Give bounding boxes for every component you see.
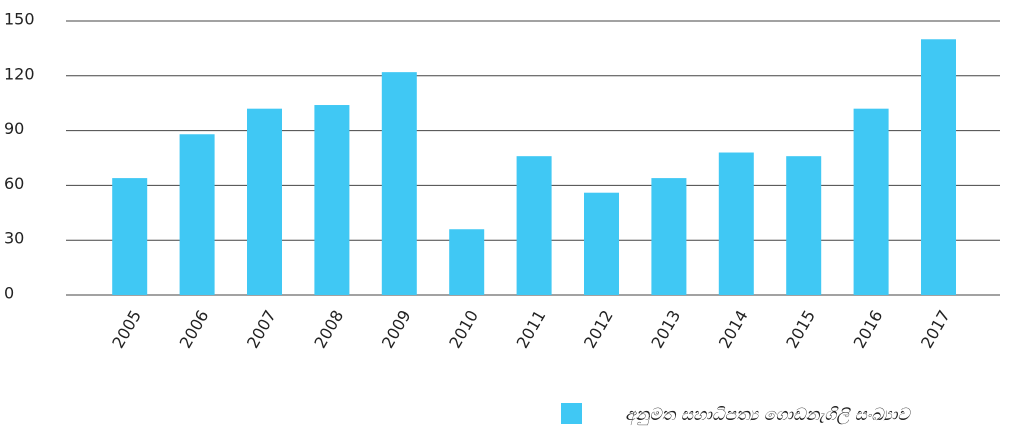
y-tick-label: 120: [4, 64, 35, 83]
x-tick-label: 2014: [715, 307, 752, 352]
x-tick-label: 2017: [917, 307, 954, 352]
bar: [853, 108, 889, 296]
x-tick-label: 2016: [850, 307, 887, 352]
bar: [112, 178, 148, 295]
x-tick-label: 2005: [108, 307, 145, 352]
x-tick-label: 2013: [647, 307, 684, 352]
bar: [247, 108, 282, 296]
x-tick-label: 2009: [378, 307, 415, 352]
legend-swatch: [561, 403, 582, 424]
bar: [921, 39, 956, 296]
y-tick-label: 30: [4, 229, 24, 248]
y-tick-label: 60: [4, 174, 24, 193]
bar: [449, 229, 485, 295]
y-tick-label: 150: [4, 10, 35, 29]
bar: [786, 156, 822, 295]
bar: [314, 105, 350, 295]
x-tick-label: 2008: [310, 307, 347, 352]
x-tick-label: 2010: [445, 307, 482, 352]
legend: අනුමත සහාධිපත්‍ය ගොඩනැගිලි සංඛ්‍යාව: [561, 403, 911, 426]
x-tick-label: 2011: [513, 307, 550, 352]
bar: [584, 192, 619, 295]
bar: [516, 156, 552, 295]
bar: [718, 152, 754, 295]
bar: [179, 134, 215, 295]
legend-label: අනුමත සහාධිපත්‍ය ගොඩනැගිලි සංඛ්‍යාව: [625, 405, 911, 426]
bar: [651, 178, 687, 295]
x-tick-label: 2012: [580, 307, 617, 352]
x-tick-label: 2006: [176, 307, 213, 352]
bar: [381, 72, 417, 295]
x-tick-label: 2007: [243, 307, 280, 352]
x-tick-label: 2015: [782, 307, 819, 352]
y-tick-label: 0: [4, 284, 14, 303]
y-tick-label: 90: [4, 119, 24, 138]
